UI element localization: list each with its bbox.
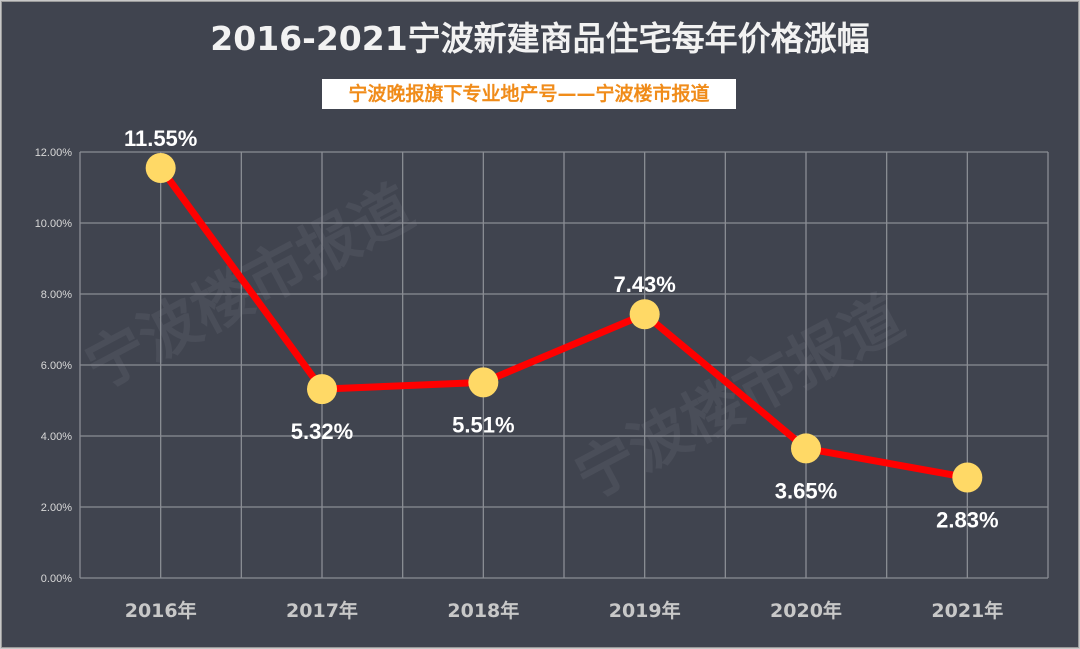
y-tick-label: 10.00% [35, 218, 73, 230]
data-label: 11.55% [124, 126, 197, 151]
data-point-marker[interactable] [145, 152, 176, 183]
data-label: 5.32% [291, 419, 353, 444]
data-label: 2.83% [936, 508, 998, 533]
x-tick-label: 2017年 [286, 599, 358, 622]
x-tick-label: 2018年 [447, 599, 519, 622]
y-axis-labels: 0.00% 2.00% 4.00% 6.00% 8.00% 10.00% 12.00% [35, 147, 73, 585]
x-tick-label: 2021年 [931, 599, 1003, 622]
x-tick-label: 2016年 [125, 599, 197, 622]
y-tick-label: 4.00% [41, 431, 72, 443]
data-point-marker[interactable] [629, 299, 660, 330]
data-labels: 11.55% 5.32% 5.51% 7.43% 3.65% 2.83% [124, 126, 999, 533]
data-point-marker[interactable] [791, 433, 821, 464]
data-label: 3.65% [775, 478, 837, 503]
chart-subtitle-banner: 宁波晚报旗下专业地产号——宁波楼市报道 [322, 79, 736, 109]
data-point-marker[interactable] [307, 374, 337, 405]
x-axis-labels: 2016年 2017年 2018年 2019年 2020年 2021年 [125, 599, 1004, 622]
gridlines [79, 151, 1049, 579]
y-tick-label: 8.00% [41, 289, 72, 301]
x-tick-label: 2020年 [770, 599, 842, 622]
series-line [157, 165, 968, 481]
y-tick-label: 2.00% [41, 502, 72, 514]
x-tick-label: 2019年 [609, 599, 681, 622]
y-tick-label: 0.00% [41, 573, 72, 585]
svg-text:宁波楼市报道: 宁波楼市报道 [564, 282, 915, 513]
chart-title: 2016-2021宁波新建商品住宅每年价格涨幅 [210, 19, 870, 58]
data-label: 7.43% [613, 272, 675, 297]
y-tick-label: 12.00% [35, 147, 73, 159]
data-point-marker[interactable] [468, 367, 499, 398]
data-series [145, 152, 983, 493]
data-point-marker[interactable] [952, 462, 983, 493]
data-label: 5.51% [452, 412, 514, 437]
y-tick-label: 6.00% [41, 360, 72, 372]
